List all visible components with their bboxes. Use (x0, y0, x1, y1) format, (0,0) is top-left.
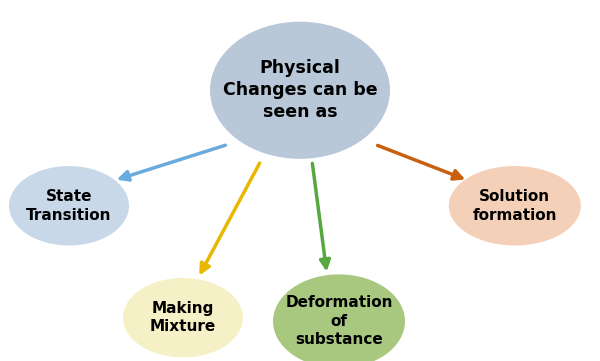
Text: Making
Mixture: Making Mixture (150, 301, 216, 335)
Text: Deformation
of
substance: Deformation of substance (285, 295, 393, 347)
Ellipse shape (123, 278, 243, 357)
Ellipse shape (449, 166, 581, 245)
Ellipse shape (273, 274, 405, 361)
Text: Solution
formation: Solution formation (473, 189, 557, 223)
Text: State
Transition: State Transition (26, 189, 112, 223)
Ellipse shape (9, 166, 129, 245)
Text: Physical
Changes can be
seen as: Physical Changes can be seen as (223, 59, 377, 121)
Ellipse shape (210, 22, 390, 159)
